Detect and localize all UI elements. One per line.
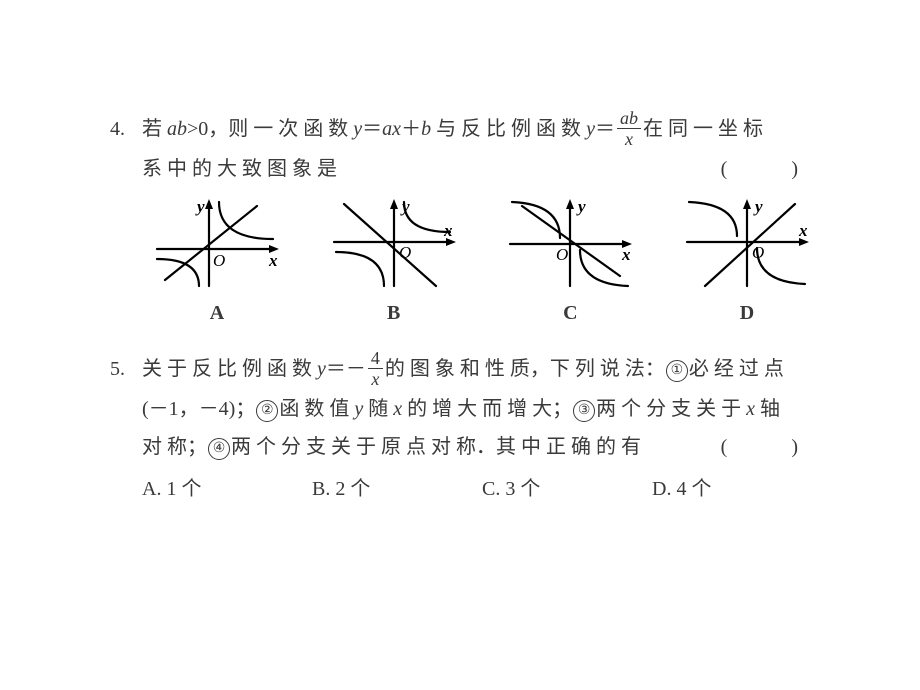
q4-e2p: ＋ — [401, 118, 421, 140]
figure-d-label: D — [672, 294, 822, 332]
q5-number: 5. — [110, 350, 142, 388]
q5-l3a: 对 称； — [142, 436, 207, 458]
q4-number: 4. — [110, 110, 142, 148]
q5-line3: 对 称；④两 个 分 支 关 于 原 点 对 称．其 中 正 确 的 有 ( ) — [142, 428, 820, 466]
figure-c-label: C — [495, 294, 645, 332]
q4-fna: a — [620, 108, 629, 128]
q4-t3: 与 反 比 例 函 数 — [431, 118, 586, 140]
q5-t1: 关 于 反 比 例 函 数 — [142, 358, 317, 380]
figure-d: y x O D — [672, 194, 822, 332]
circled-3: ③ — [573, 400, 595, 422]
q4-fd: x — [617, 129, 641, 148]
q5-s2b: 随 — [363, 398, 393, 420]
q4-t1: 若 — [142, 118, 167, 140]
q5-l2a: (－1，－4)； — [142, 398, 255, 420]
fig-a-ylabel: y — [195, 197, 205, 216]
q5-t2: 的 图 象 和 性 质，下 列 说 法： — [385, 358, 665, 380]
fig-c-origin: O — [556, 245, 568, 264]
q4-t4: 在 同 一 坐 标 — [643, 118, 763, 140]
q4-gt: > — [187, 118, 198, 140]
q5-s3a: 两 个 分 支 关 于 — [596, 398, 746, 420]
figure-b-label: B — [319, 294, 469, 332]
figure-a-label: A — [142, 294, 292, 332]
q4-t2: ，则 一 次 函 数 — [208, 118, 353, 140]
figure-c-svg: y x O — [500, 194, 640, 292]
q4-e2eq: ＝ — [362, 118, 382, 140]
q5-choices: A. 1 个 B. 2 个 C. 3 个 D. 4 个 — [142, 470, 820, 508]
q4-e2a: a — [382, 118, 392, 140]
q5-s2x: x — [393, 398, 402, 420]
figure-a: y x O A — [142, 194, 292, 332]
fig-a-origin: O — [213, 251, 225, 270]
fig-b-ylabel: y — [400, 197, 410, 216]
q5-s4: 两 个 分 支 关 于 原 点 对 称．其 中 正 确 的 有 — [231, 436, 641, 458]
fig-d-origin: O — [752, 243, 764, 262]
q5-y: y — [317, 358, 326, 380]
q5-body-line1: 关 于 反 比 例 函 数 y＝－4x的 图 象 和 性 质，下 列 说 法：①… — [142, 350, 820, 390]
q5-line1: 5. 关 于 反 比 例 函 数 y＝－4x的 图 象 和 性 质，下 列 说 … — [110, 350, 820, 390]
q5-line2: (－1，－4)；②函 数 值 y 随 x 的 增 大 而 增 大；③两 个 分 … — [142, 390, 820, 428]
q5-s2y: y — [354, 398, 363, 420]
q5-eq: ＝ — [326, 358, 346, 380]
circled-4: ④ — [208, 438, 230, 460]
q5-s1a: 必 经 过 点 — [689, 358, 784, 380]
choice-b: B. 2 个 — [312, 470, 482, 508]
fig-d-xlabel: x — [798, 221, 808, 240]
q4-e3y: y — [586, 118, 595, 140]
fig-a-xlabel: x — [268, 251, 278, 270]
figure-b-svg: y x O — [324, 194, 464, 292]
q4-body-line1: 若 ab>0，则 一 次 函 数 y＝ax＋b 与 反 比 例 函 数 y＝ab… — [142, 110, 820, 150]
question-5: 5. 关 于 反 比 例 函 数 y＝－4x的 图 象 和 性 质，下 列 说 … — [110, 350, 820, 508]
fig-d-ylabel: y — [753, 197, 763, 216]
q5-s3b: 轴 — [755, 398, 780, 420]
q5-s3x: x — [746, 398, 755, 420]
q5-fn: 4 — [368, 349, 383, 369]
fig-c-xlabel: x — [621, 245, 631, 264]
choice-a: A. 1 个 — [142, 470, 312, 508]
figure-b: y x O B — [319, 194, 469, 332]
q5-frac: 4x — [368, 349, 383, 388]
q5-paren: ( ) — [721, 428, 820, 466]
fig-b-origin: O — [399, 243, 411, 262]
circled-2: ② — [256, 400, 278, 422]
q4-zero: 0 — [198, 118, 208, 140]
q4-e3eq: ＝ — [595, 118, 615, 140]
q4-line1: 4. 若 ab>0，则 一 次 函 数 y＝ax＋b 与 反 比 例 函 数 y… — [110, 110, 820, 150]
q5-fd: x — [368, 369, 383, 388]
q4-e2b: b — [421, 118, 431, 140]
q4-a: a — [167, 118, 177, 140]
question-4: 4. 若 ab>0，则 一 次 函 数 y＝ax＋b 与 反 比 例 函 数 y… — [110, 110, 820, 332]
q5-s2a: 函 数 值 — [279, 398, 354, 420]
fig-b-xlabel: x — [443, 221, 453, 240]
q4-b: b — [177, 118, 187, 140]
q4-e2x: x — [392, 118, 401, 140]
figure-c: y x O C — [495, 194, 645, 332]
q4-figures: y x O A y x O — [142, 194, 822, 332]
q4-fnb: b — [629, 108, 638, 128]
page: 4. 若 ab>0，则 一 次 函 数 y＝ax＋b 与 反 比 例 函 数 y… — [0, 0, 920, 508]
figure-d-svg: y x O — [677, 194, 817, 292]
circled-1: ① — [666, 360, 688, 382]
q4-e2y: y — [353, 118, 362, 140]
q5-s2c: 的 增 大 而 增 大； — [402, 398, 572, 420]
q4-paren: ( ) — [721, 150, 820, 188]
q4-l2t: 系 中 的 大 致 图 象 是 — [142, 158, 337, 180]
choice-c: C. 3 个 — [482, 470, 652, 508]
q5-neg: － — [346, 358, 366, 380]
choice-d: D. 4 个 — [652, 470, 822, 508]
q4-line2: 系 中 的 大 致 图 象 是 ( ) — [142, 150, 820, 188]
figure-a-svg: y x O — [147, 194, 287, 292]
fig-c-ylabel: y — [576, 197, 586, 216]
q4-frac: abx — [617, 109, 641, 148]
